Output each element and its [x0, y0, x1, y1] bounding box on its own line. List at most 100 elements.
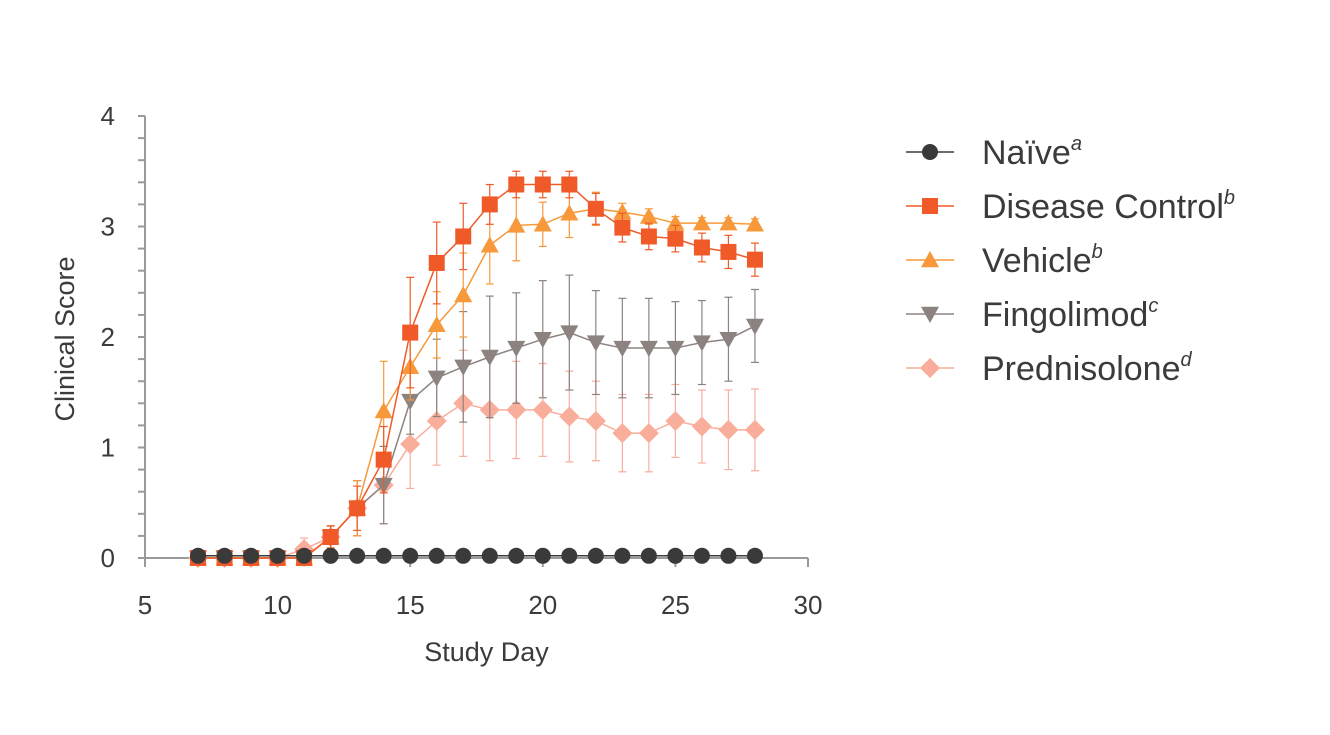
data-point	[534, 176, 551, 193]
data-point	[640, 228, 657, 245]
legend-label: Fingolimodc	[982, 295, 1158, 334]
data-point	[692, 335, 711, 352]
data-point	[720, 243, 737, 260]
data-point	[639, 207, 658, 224]
data-point	[746, 251, 763, 268]
data-point	[481, 547, 498, 564]
data-point	[665, 410, 686, 431]
data-point	[614, 219, 631, 236]
data-point	[375, 451, 392, 468]
legend: Naïvea Disease Controlb Vehicleb Fingolimod…	[906, 133, 1235, 388]
data-point	[454, 286, 473, 303]
x-tick-label: 25	[661, 590, 690, 620]
data-point	[481, 196, 498, 213]
data-point	[667, 230, 684, 247]
data-point	[532, 399, 553, 420]
series-line	[198, 208, 755, 559]
data-point	[638, 423, 659, 444]
data-point	[691, 416, 712, 437]
legend-label: Prednisoloned	[982, 349, 1192, 388]
data-point	[427, 370, 446, 387]
data-point	[613, 340, 632, 358]
legend-item: Prednisoloned	[906, 349, 1192, 388]
data-point	[666, 340, 685, 358]
data-point	[746, 547, 763, 564]
data-point	[375, 547, 392, 564]
y-axis-title: Clinical Score	[50, 256, 80, 421]
y-tick-label: 1	[101, 433, 115, 463]
data-point	[744, 419, 765, 440]
legend-label: Naïvea	[982, 133, 1082, 172]
data-point	[719, 332, 738, 349]
data-point	[613, 203, 632, 220]
data-point	[428, 547, 445, 564]
x-tick-label: 15	[396, 590, 425, 620]
data-point	[612, 423, 633, 444]
data-point	[480, 236, 499, 253]
data-point	[667, 547, 684, 564]
data-point	[639, 340, 658, 358]
series-line	[198, 402, 755, 559]
data-point	[720, 547, 737, 564]
data-point	[719, 214, 738, 231]
data-point	[190, 547, 207, 564]
data-point	[507, 340, 526, 358]
y-tick-label: 3	[101, 212, 115, 242]
data-point	[427, 315, 446, 333]
data-point	[296, 547, 313, 564]
data-point	[480, 349, 499, 366]
data-point	[745, 215, 764, 232]
legend-item: Fingolimodc	[906, 295, 1158, 334]
y-tick-label: 0	[101, 543, 115, 573]
data-point	[349, 500, 366, 517]
data-point	[428, 254, 445, 271]
x-tick-label: 5	[138, 590, 152, 620]
series-na-ve	[190, 547, 763, 564]
data-point	[216, 547, 233, 564]
y-ticks: 0 1 2 3 4	[101, 101, 145, 573]
x-tick-label: 10	[263, 590, 292, 620]
data-point	[693, 547, 710, 564]
data-point	[269, 547, 286, 564]
data-point	[322, 529, 339, 546]
data-point	[561, 176, 578, 193]
data-point	[718, 419, 739, 440]
series-line	[198, 325, 756, 559]
legend-marker	[921, 251, 939, 268]
data-point	[533, 215, 552, 232]
data-point	[402, 547, 419, 564]
data-point	[534, 547, 551, 564]
data-point	[455, 228, 472, 245]
legend-marker	[920, 358, 940, 378]
data-point	[243, 547, 260, 564]
x-ticks: 5 10 15 20 25 30	[138, 558, 823, 620]
plot-area: 0 1 2 3 4 5 10 15 20 25 30	[101, 101, 823, 620]
data-point	[561, 547, 578, 564]
data-point	[455, 547, 472, 564]
data-point	[560, 204, 579, 221]
series-layer	[188, 170, 765, 568]
data-point	[508, 176, 525, 193]
data-point	[426, 410, 447, 431]
legend-marker	[922, 144, 938, 160]
x-tick-label: 20	[528, 590, 557, 620]
data-point	[506, 399, 527, 420]
data-point	[692, 214, 711, 231]
legend-item: Vehicleb	[906, 241, 1103, 280]
x-axis-title: Study Day	[424, 637, 549, 667]
data-point	[559, 406, 580, 427]
legend-marker	[922, 198, 938, 214]
data-point	[507, 216, 526, 233]
data-point	[586, 335, 605, 352]
x-tick-label: 30	[794, 590, 823, 620]
series-prednisolone	[188, 349, 765, 568]
data-point	[666, 214, 685, 231]
data-point	[693, 239, 710, 256]
data-point	[508, 547, 525, 564]
legend-marker	[921, 306, 939, 323]
data-point	[585, 410, 606, 431]
data-point	[322, 547, 339, 564]
legend-item: Disease Controlb	[906, 187, 1235, 226]
y-tick-label: 2	[101, 322, 115, 352]
